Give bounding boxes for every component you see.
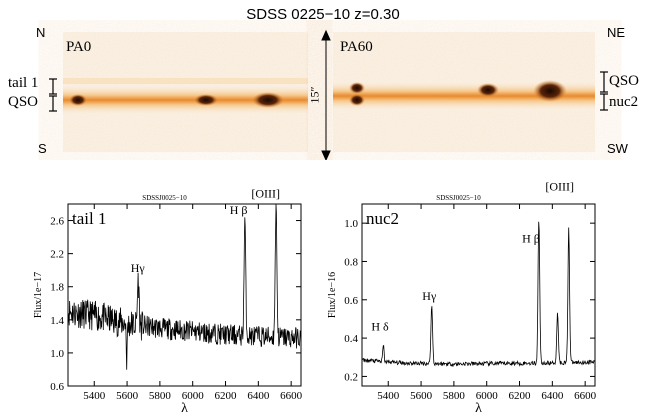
line-annotation: Hγ: [131, 261, 146, 275]
pa0-panel: [63, 32, 308, 152]
y-tick-label: 0.6: [344, 295, 358, 307]
spectra-charts: 5400 5600 5800 6000 6200 6400 6600 0.6 1.0 1.4 1.8…: [33, 182, 597, 412]
line-annotation: H β: [230, 203, 248, 217]
pa60-knot: [349, 94, 365, 106]
y-tick-label: 2.6: [50, 216, 64, 228]
y-tick-label: 0.8: [344, 256, 358, 268]
x-tick-label: 5800: [149, 390, 172, 402]
pa0-knot: [69, 94, 87, 106]
y-tick-label: 1.0: [50, 348, 64, 360]
sw-label: SW: [607, 141, 628, 156]
x-tick-label: 6600: [280, 390, 303, 402]
small-title: SDSSJ0025−10: [436, 194, 481, 202]
x-tick-label: 6600: [574, 390, 597, 402]
line-annotation: [OIII]: [545, 182, 574, 194]
pa60-knot: [349, 82, 365, 94]
panel-label: nuc2: [366, 209, 399, 228]
south-label: S: [38, 141, 47, 156]
qso-label-left: QSO: [8, 94, 39, 110]
x-tick-label: 5600: [116, 390, 139, 402]
line-annotation: Hγ: [422, 289, 437, 303]
x-axis-label: λ: [181, 401, 188, 412]
x-tick-label: 6200: [215, 390, 238, 402]
y-tick-label: 1.4: [50, 315, 64, 327]
line-annotation: H β: [522, 231, 540, 245]
scale-label: 15″: [307, 86, 322, 104]
right-brackets: [600, 71, 608, 111]
x-tick-label: 5400: [377, 390, 400, 402]
pa0-knot: [194, 94, 218, 106]
pa60-panel: [333, 32, 595, 152]
nuc2-label: nuc2: [609, 94, 639, 110]
scale-arrow: [321, 29, 331, 160]
x-tick-label: 6000: [476, 390, 499, 402]
y-tick-label: 0.4: [344, 333, 358, 345]
pa60-knot: [477, 83, 499, 97]
y-axis-label: Flux/1e−17: [33, 272, 44, 318]
small-title: SDSSJ0025−10: [142, 194, 187, 202]
x-tick-label: 6400: [247, 390, 270, 402]
tail1-label: tail 1: [8, 75, 39, 91]
pa0-tail-trace: [63, 78, 308, 84]
x-tick-label: 6200: [509, 390, 532, 402]
y-tick-label: 0.2: [344, 371, 358, 383]
ne-label: NE: [607, 25, 626, 40]
line-annotation: [OIII]: [251, 186, 280, 200]
panel-label: tail 1: [72, 209, 106, 228]
x-tick-label: 5800: [443, 390, 466, 402]
qso-label-right: QSO: [609, 73, 640, 89]
y-tick-label: 0.6: [50, 381, 64, 393]
plot-frame: [67, 203, 302, 387]
figure-title: SDSS 0225−10 z=0.30: [246, 6, 400, 23]
x-tick-label: 6400: [541, 390, 564, 402]
x-tick-label: 5400: [83, 390, 106, 402]
pa0-knot: [252, 92, 284, 108]
y-tick-label: 1.8: [50, 282, 64, 294]
left-brackets: [49, 78, 57, 112]
pa0-label: PA0: [66, 39, 92, 55]
y-axis-label: Flux/1e−16: [327, 272, 338, 318]
spectrum-line: [67, 203, 302, 370]
x-axis-label: λ: [475, 401, 482, 412]
pa60-label: PA60: [340, 39, 373, 55]
x-tick-label: 6000: [182, 390, 205, 402]
two-d-spectra-images: [49, 29, 608, 160]
y-tick-label: 1.0: [344, 218, 358, 230]
spectrum-line: [361, 221, 596, 368]
pa60-knot: [533, 80, 567, 102]
plot-frame: [361, 203, 596, 387]
north-label: N: [36, 25, 46, 40]
x-tick-label: 5600: [410, 390, 433, 402]
line-annotation: H δ: [371, 319, 389, 333]
y-tick-label: 2.2: [50, 249, 64, 261]
